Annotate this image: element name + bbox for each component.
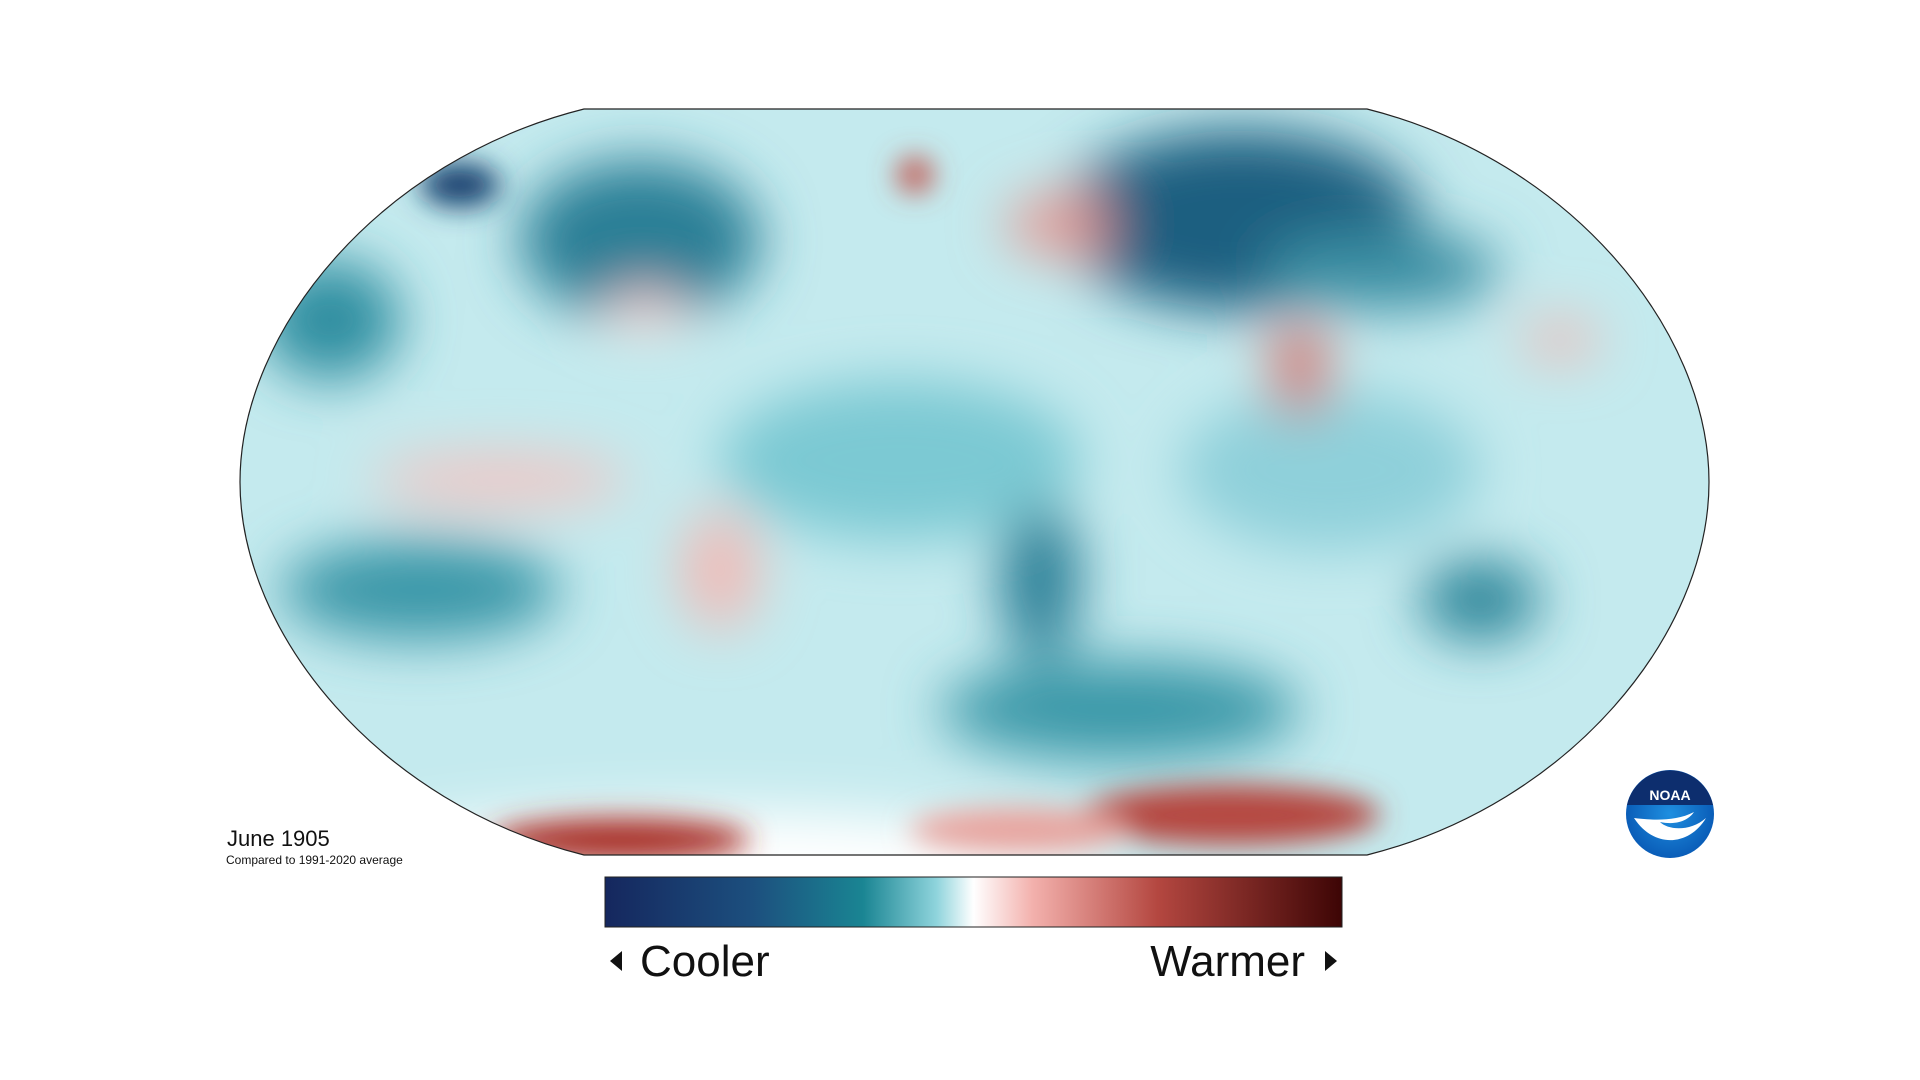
anomaly-map (240, 109, 1709, 855)
cooler-label: Cooler (640, 937, 770, 986)
logo-text: NOAA (1649, 787, 1690, 803)
map-title: June 1905 (227, 826, 330, 851)
warmer-label: Warmer (1150, 937, 1305, 986)
map-outline (239, 108, 1710, 856)
colorbar (604, 876, 1343, 928)
warmer-arrow (1325, 951, 1337, 971)
map-subtitle: Compared to 1991-2020 average (226, 853, 403, 867)
noaa-logo: NOAA (1626, 770, 1714, 858)
cooler-arrow (610, 951, 622, 971)
